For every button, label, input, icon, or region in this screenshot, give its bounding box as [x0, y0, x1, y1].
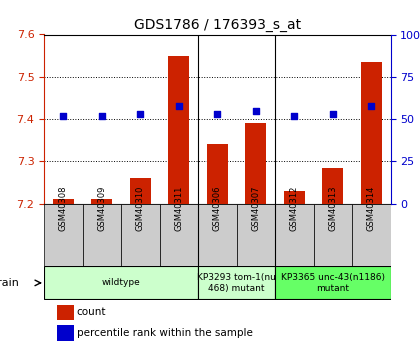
FancyBboxPatch shape — [314, 204, 352, 266]
Text: GSM40314: GSM40314 — [367, 186, 376, 231]
FancyBboxPatch shape — [160, 204, 198, 266]
FancyBboxPatch shape — [236, 204, 275, 266]
Point — [214, 111, 221, 117]
Title: GDS1786 / 176393_s_at: GDS1786 / 176393_s_at — [134, 18, 301, 32]
FancyBboxPatch shape — [121, 204, 160, 266]
Text: GSM40306: GSM40306 — [213, 186, 222, 231]
FancyBboxPatch shape — [198, 204, 236, 266]
Text: GSM40312: GSM40312 — [290, 186, 299, 231]
Bar — [322, 168, 344, 204]
Text: percentile rank within the sample: percentile rank within the sample — [77, 328, 253, 338]
Bar — [57, 325, 74, 341]
Bar — [168, 56, 189, 204]
Point — [137, 111, 144, 117]
Point — [368, 103, 375, 108]
Point — [60, 113, 67, 118]
Text: GSM40311: GSM40311 — [174, 186, 184, 231]
FancyBboxPatch shape — [275, 266, 391, 299]
FancyBboxPatch shape — [352, 204, 391, 266]
FancyBboxPatch shape — [83, 204, 121, 266]
Text: strain: strain — [0, 278, 19, 288]
Bar — [284, 191, 305, 204]
Text: wildtype: wildtype — [102, 278, 140, 287]
Text: KP3365 unc-43(n1186)
mutant: KP3365 unc-43(n1186) mutant — [281, 273, 385, 293]
FancyBboxPatch shape — [44, 266, 198, 299]
Bar — [57, 305, 74, 320]
Point — [176, 103, 182, 108]
Point — [329, 111, 336, 117]
Bar — [91, 199, 113, 204]
Point — [291, 113, 298, 118]
Text: GSM40313: GSM40313 — [328, 186, 337, 231]
FancyBboxPatch shape — [275, 204, 314, 266]
Bar — [53, 199, 74, 204]
Bar — [361, 62, 382, 204]
Text: GSM40309: GSM40309 — [97, 186, 106, 231]
Bar — [130, 178, 151, 204]
FancyBboxPatch shape — [198, 266, 275, 299]
Text: KP3293 tom-1(nu
468) mutant: KP3293 tom-1(nu 468) mutant — [197, 273, 276, 293]
Point — [98, 113, 105, 118]
Bar — [207, 145, 228, 204]
Point — [252, 108, 259, 114]
FancyBboxPatch shape — [44, 204, 83, 266]
Text: GSM40310: GSM40310 — [136, 186, 145, 231]
Text: GSM40307: GSM40307 — [251, 186, 260, 231]
Text: GSM40308: GSM40308 — [59, 186, 68, 231]
Bar — [245, 123, 266, 204]
Text: count: count — [77, 307, 106, 317]
